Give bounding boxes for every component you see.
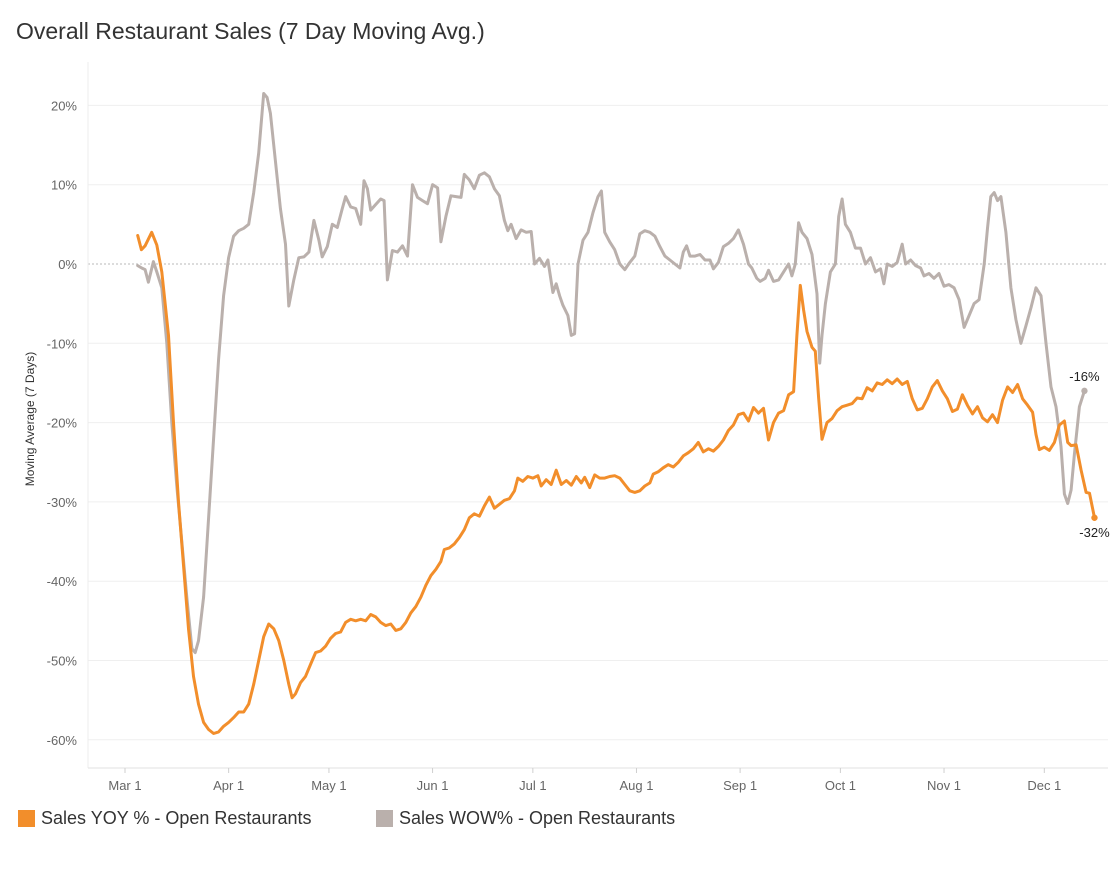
y-tick-label: -20%	[47, 416, 78, 431]
x-tick-label: Oct 1	[825, 778, 856, 793]
x-tick-label: Mar 1	[108, 778, 141, 793]
x-tick-label: Sep 1	[723, 778, 757, 793]
end-labels: -32% -16%	[1069, 369, 1110, 540]
legend: Sales YOY % - Open Restaurants Sales WOW…	[18, 808, 1108, 838]
series-line-yoy	[136, 230, 1096, 735]
end-point-wow	[1081, 387, 1088, 395]
series-lines	[136, 92, 1096, 735]
legend-swatch-yoy	[18, 810, 35, 827]
y-tick-label: -10%	[47, 336, 78, 351]
y-tick-label: -30%	[47, 495, 78, 510]
y-tick-label: -50%	[47, 654, 78, 669]
y-tick-label: 0%	[58, 257, 77, 272]
axes: 20% 10% 0% -10% -20% -30% -40% -50% -60% Moving A…	[23, 62, 1108, 793]
x-tick-label: Nov 1	[927, 778, 961, 793]
chart-title: Overall Restaurant Sales (7 Day Moving A…	[16, 18, 485, 44]
x-tick-label: Apr 1	[213, 778, 244, 793]
legend-label-yoy: Sales YOY % - Open Restaurants	[41, 808, 312, 828]
x-tick-label: Jun 1	[417, 778, 449, 793]
legend-item-yoy[interactable]: Sales YOY % - Open Restaurants	[18, 808, 311, 829]
legend-item-wow[interactable]: Sales WOW% - Open Restaurants	[376, 808, 675, 829]
end-point-yoy	[1091, 514, 1098, 521]
x-tick-label: Aug 1	[619, 778, 653, 793]
end-label-yoy: -32%	[1079, 525, 1110, 540]
x-tick-label: Jul 1	[519, 778, 546, 793]
series-line-wow	[136, 92, 1086, 655]
x-tick-label: Dec 1	[1027, 778, 1061, 793]
y-tick-label: 20%	[51, 98, 77, 113]
end-label-wow: -16%	[1069, 369, 1100, 384]
legend-label-wow: Sales WOW% - Open Restaurants	[399, 808, 676, 828]
y-tick-label: -40%	[47, 574, 78, 589]
y-axis-title: Moving Average (7 Days)	[23, 352, 37, 487]
line-chart: 20% 10% 0% -10% -20% -30% -40% -50% -60% Moving A…	[23, 62, 1110, 793]
legend-swatch-wow	[376, 810, 393, 827]
x-tick-label: May 1	[311, 778, 346, 793]
y-tick-label: -60%	[47, 733, 78, 748]
y-tick-label: 10%	[51, 178, 77, 193]
